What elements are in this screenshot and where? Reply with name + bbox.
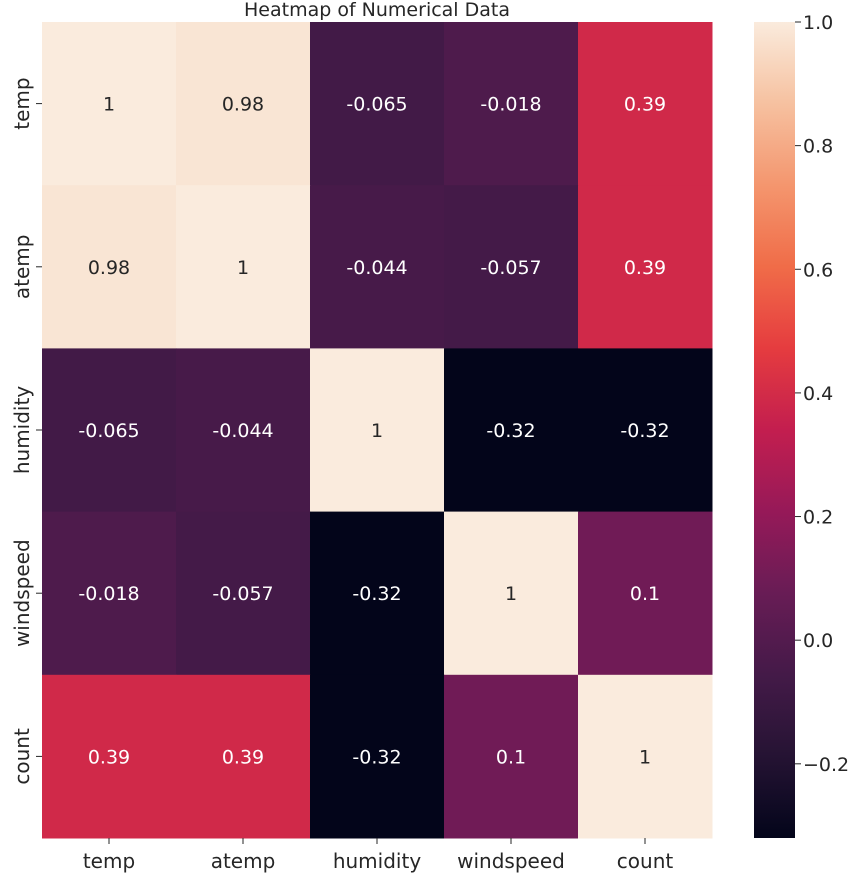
heatmap-cell bbox=[42, 348, 177, 513]
heatmap-cell bbox=[310, 348, 445, 513]
y-axis: temp atemp humidity windspeed count bbox=[10, 77, 42, 785]
cell-value-label: 0.1 bbox=[630, 583, 660, 605]
heatmap-cell bbox=[444, 674, 579, 839]
cell-value-label: 0.39 bbox=[222, 746, 264, 768]
cell-value-label: -0.018 bbox=[480, 94, 541, 116]
x-tick-label: temp bbox=[83, 849, 135, 873]
colorbar-tick-label: 0.4 bbox=[803, 383, 833, 405]
y-tick-label: humidity bbox=[10, 386, 34, 474]
x-tick-label: humidity bbox=[333, 849, 421, 873]
cell-value-label: -0.018 bbox=[78, 583, 139, 605]
x-tick-label: atemp bbox=[211, 849, 276, 873]
colorbar-tick-label: 0.0 bbox=[803, 630, 833, 652]
colorbar-tick-label: 0.8 bbox=[803, 136, 833, 158]
x-tick-label: windspeed bbox=[457, 849, 565, 873]
colorbar-tick-label: −0.2 bbox=[803, 754, 849, 776]
heatmap-cell bbox=[444, 185, 579, 349]
heatmap-cell bbox=[310, 674, 445, 839]
cell-value-label: 1 bbox=[639, 746, 651, 768]
cell-value-label: 1 bbox=[237, 257, 249, 279]
heatmap-cell bbox=[176, 348, 311, 513]
cell-value-label: -0.044 bbox=[346, 257, 407, 279]
colorbar-tick-label: 0.6 bbox=[803, 259, 833, 281]
cell-value-label: -0.057 bbox=[480, 257, 541, 279]
y-tick-label: atemp bbox=[10, 235, 34, 300]
colorbar-tick-label: 1.0 bbox=[803, 12, 833, 34]
heatmap-cell bbox=[176, 511, 311, 676]
cell-value-label: -0.32 bbox=[352, 746, 401, 768]
heatmap-cell bbox=[444, 348, 579, 513]
cell-value-label: -0.065 bbox=[346, 94, 407, 116]
cell-value-label: 0.98 bbox=[222, 94, 264, 116]
chart-title: Heatmap of Numerical Data bbox=[244, 0, 510, 21]
cell-value-label: -0.044 bbox=[212, 420, 273, 442]
cell-value-label: 1 bbox=[371, 420, 383, 442]
heatmap-cell-labels: 1 0.98 -0.065 -0.018 0.39 0.98 1 -0.044 -0.057 0.… bbox=[78, 94, 669, 769]
cell-value-label: 1 bbox=[505, 583, 517, 605]
cell-value-label: 0.39 bbox=[624, 257, 666, 279]
heatmap-cell bbox=[578, 22, 713, 186]
heatmap-cell bbox=[310, 22, 445, 186]
cell-value-label: 0.1 bbox=[496, 746, 526, 768]
cell-value-label: 1 bbox=[103, 94, 115, 116]
heatmap-cell bbox=[176, 185, 311, 349]
colorbar-axis: 1.0 0.8 0.6 0.4 0.2 0.0 −0.2 bbox=[795, 12, 849, 776]
heatmap-cell bbox=[578, 348, 713, 513]
y-tick-label: count bbox=[10, 728, 34, 785]
heatmap-cell bbox=[42, 674, 177, 839]
heatmap-cell bbox=[578, 674, 713, 839]
heatmap-cell bbox=[176, 22, 311, 186]
heatmap-cell bbox=[42, 22, 177, 186]
colorbar bbox=[754, 22, 795, 838]
cell-value-label: -0.32 bbox=[620, 420, 669, 442]
heatmap-cell bbox=[310, 511, 445, 676]
heatmap-cell bbox=[444, 511, 579, 676]
heatmap-cell bbox=[310, 185, 445, 349]
cell-value-label: -0.32 bbox=[352, 583, 401, 605]
y-tick-label: temp bbox=[10, 77, 34, 129]
heatmap-cell bbox=[42, 185, 177, 349]
x-axis: temp atemp humidity windspeed count bbox=[83, 838, 674, 873]
cell-value-label: 0.39 bbox=[88, 746, 130, 768]
heatmap-cells bbox=[42, 22, 713, 839]
cell-value-label: -0.32 bbox=[486, 420, 535, 442]
cell-value-label: 0.39 bbox=[624, 94, 666, 116]
heatmap-cell bbox=[578, 511, 713, 676]
heatmap-cell bbox=[444, 22, 579, 186]
x-tick-label: count bbox=[617, 849, 674, 873]
y-tick-label: windspeed bbox=[10, 539, 34, 647]
colorbar-tick-label: 0.2 bbox=[803, 507, 833, 529]
heatmap-cell bbox=[176, 674, 311, 839]
cell-value-label: -0.065 bbox=[78, 420, 139, 442]
heatmap-cell bbox=[42, 511, 177, 676]
cell-value-label: -0.057 bbox=[212, 583, 273, 605]
heatmap-cell bbox=[578, 185, 713, 349]
cell-value-label: 0.98 bbox=[88, 257, 130, 279]
